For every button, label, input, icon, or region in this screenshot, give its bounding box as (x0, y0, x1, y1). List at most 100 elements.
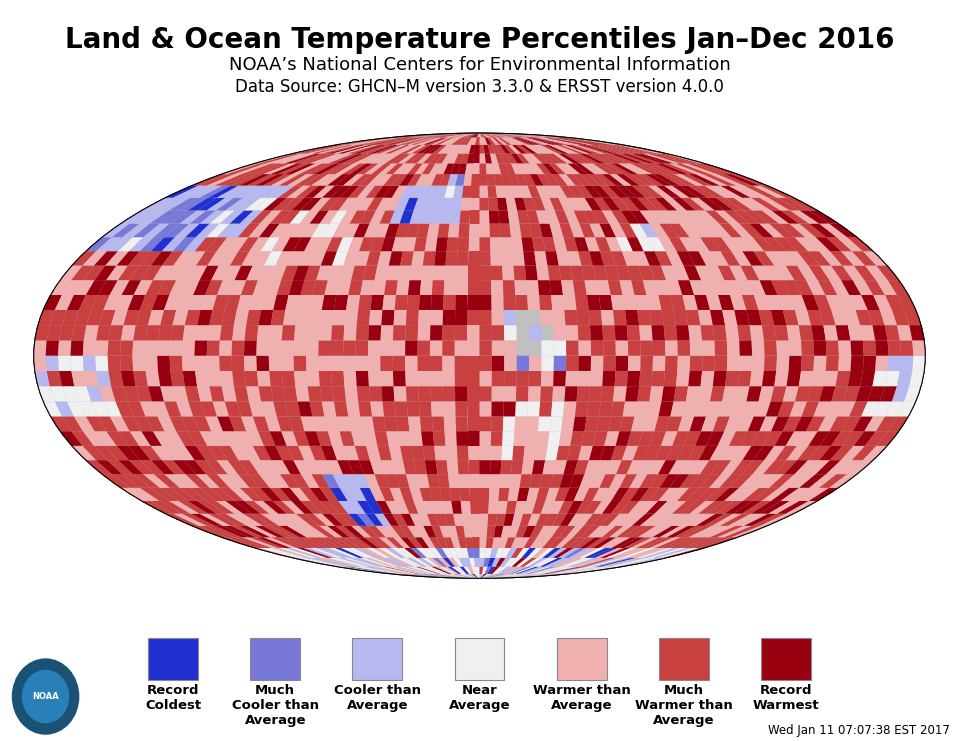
Polygon shape (510, 567, 532, 574)
Polygon shape (621, 153, 656, 163)
Polygon shape (360, 488, 376, 501)
Polygon shape (768, 198, 800, 210)
Polygon shape (480, 431, 491, 446)
Polygon shape (461, 133, 479, 137)
Polygon shape (489, 488, 500, 501)
Polygon shape (467, 386, 480, 402)
Polygon shape (797, 446, 820, 460)
Polygon shape (551, 185, 567, 198)
Polygon shape (593, 163, 617, 174)
Polygon shape (774, 460, 797, 474)
Polygon shape (625, 310, 639, 325)
Polygon shape (378, 251, 392, 265)
Polygon shape (724, 210, 749, 224)
Polygon shape (529, 356, 542, 371)
Polygon shape (171, 371, 185, 386)
Polygon shape (495, 567, 507, 574)
Polygon shape (392, 133, 473, 137)
Polygon shape (679, 474, 700, 488)
Polygon shape (301, 501, 322, 514)
Circle shape (12, 659, 79, 734)
Polygon shape (390, 558, 415, 567)
Polygon shape (435, 237, 448, 251)
Polygon shape (520, 514, 532, 526)
Polygon shape (415, 574, 475, 579)
Polygon shape (513, 137, 536, 144)
Polygon shape (512, 144, 526, 153)
Polygon shape (669, 474, 690, 488)
Polygon shape (379, 163, 398, 174)
Polygon shape (559, 174, 575, 185)
Polygon shape (573, 174, 592, 185)
Polygon shape (838, 340, 852, 356)
Polygon shape (37, 310, 55, 325)
Polygon shape (375, 431, 388, 446)
Polygon shape (569, 548, 593, 558)
Polygon shape (649, 474, 668, 488)
Polygon shape (115, 402, 133, 416)
Polygon shape (589, 386, 602, 402)
Polygon shape (480, 265, 491, 280)
Polygon shape (632, 548, 668, 558)
Polygon shape (826, 237, 852, 251)
Polygon shape (725, 501, 752, 514)
Polygon shape (143, 224, 170, 237)
Polygon shape (717, 431, 737, 446)
Polygon shape (524, 198, 536, 210)
Polygon shape (732, 174, 768, 185)
Polygon shape (511, 163, 523, 174)
Polygon shape (182, 371, 197, 386)
Polygon shape (503, 386, 516, 402)
Polygon shape (324, 416, 339, 431)
Polygon shape (536, 488, 550, 501)
Polygon shape (742, 295, 759, 310)
Polygon shape (802, 295, 819, 310)
Polygon shape (295, 514, 319, 526)
Polygon shape (568, 514, 585, 526)
Polygon shape (421, 133, 476, 137)
Polygon shape (401, 144, 423, 153)
Polygon shape (447, 567, 461, 574)
Polygon shape (409, 185, 423, 198)
Polygon shape (739, 340, 752, 356)
Polygon shape (335, 526, 357, 537)
Polygon shape (575, 501, 593, 514)
Polygon shape (111, 386, 128, 402)
Polygon shape (216, 501, 244, 514)
Polygon shape (667, 280, 682, 295)
Polygon shape (444, 133, 477, 137)
Polygon shape (698, 251, 717, 265)
Polygon shape (676, 371, 690, 386)
Polygon shape (286, 295, 300, 310)
Polygon shape (704, 514, 734, 526)
Polygon shape (581, 265, 596, 280)
Polygon shape (471, 514, 480, 526)
Polygon shape (368, 371, 382, 386)
Polygon shape (550, 474, 564, 488)
Polygon shape (673, 310, 689, 325)
Polygon shape (281, 340, 294, 356)
Polygon shape (475, 574, 480, 579)
Polygon shape (565, 310, 577, 325)
Polygon shape (447, 460, 458, 474)
Polygon shape (877, 431, 900, 446)
Polygon shape (303, 174, 328, 185)
Polygon shape (432, 416, 445, 431)
Polygon shape (467, 548, 475, 558)
Polygon shape (602, 526, 624, 537)
Polygon shape (85, 237, 112, 251)
Polygon shape (62, 416, 82, 431)
Polygon shape (759, 386, 774, 402)
Polygon shape (318, 371, 332, 386)
Polygon shape (487, 185, 497, 198)
Polygon shape (645, 501, 667, 514)
Polygon shape (34, 356, 47, 371)
Polygon shape (760, 416, 778, 431)
Polygon shape (444, 280, 456, 295)
Polygon shape (360, 526, 379, 537)
Polygon shape (467, 133, 479, 137)
Polygon shape (508, 174, 520, 185)
Polygon shape (573, 537, 595, 548)
Polygon shape (395, 567, 429, 574)
Polygon shape (339, 265, 355, 280)
